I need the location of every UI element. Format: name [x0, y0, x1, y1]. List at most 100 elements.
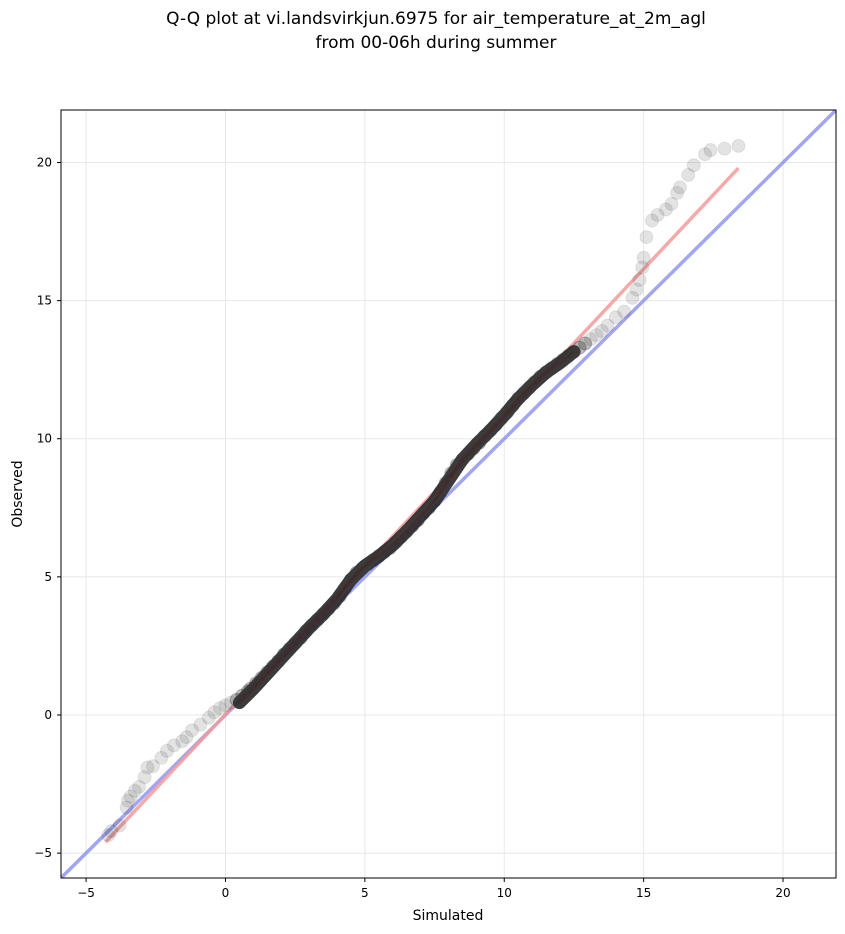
data-point: [355, 561, 370, 576]
data-point: [617, 304, 632, 319]
data-point: [123, 789, 138, 804]
data-point: [235, 688, 250, 703]
data-point: [377, 545, 392, 560]
data-point: [260, 665, 275, 680]
data-point: [388, 535, 403, 550]
data-point: [516, 386, 531, 401]
data-point: [140, 760, 155, 775]
data-point: [137, 770, 152, 785]
data-point: [533, 369, 548, 384]
y-axis-label: Observed: [10, 460, 26, 527]
data-point: [672, 180, 687, 195]
dense-quantile-core: [238, 350, 575, 704]
data-point: [145, 759, 160, 774]
data-point: [212, 701, 227, 716]
data-point: [664, 196, 679, 211]
data-point: [527, 375, 542, 390]
data-point: [399, 524, 414, 539]
data-point: [697, 147, 712, 162]
y-tick-label: 20: [37, 155, 52, 169]
data-point: [185, 723, 200, 738]
x-tick-label: −5: [77, 886, 95, 900]
x-tick-label: 0: [222, 886, 230, 900]
data-point: [444, 466, 459, 481]
data-point: [636, 250, 651, 265]
data-point: [550, 357, 565, 372]
data-point: [159, 743, 174, 758]
y-axis-ticks: −5 0 5 10 15 20: [34, 155, 61, 860]
data-point: [455, 452, 470, 467]
data-point: [382, 540, 397, 555]
data-point: [120, 793, 135, 808]
data-point: [578, 336, 593, 351]
data-point: [572, 340, 587, 355]
data-point: [472, 435, 487, 450]
data-point: [438, 475, 453, 490]
x-tick-label: 15: [636, 886, 651, 900]
data-point: [224, 695, 239, 710]
x-axis-ticks: −5 0 5 10 15 20: [77, 878, 791, 900]
y-tick-label: 10: [37, 432, 52, 446]
data-point: [343, 572, 358, 587]
chart-title-line-2: from 00-06h during summer: [316, 33, 557, 53]
data-point: [310, 612, 325, 627]
data-point: [594, 324, 609, 339]
data-point: [277, 647, 292, 662]
data-point: [265, 659, 280, 674]
data-point: [366, 553, 381, 568]
data-point: [522, 380, 537, 395]
data-point: [349, 565, 364, 580]
data-point: [658, 202, 673, 217]
data-point: [240, 684, 255, 699]
y-tick-label: 0: [44, 708, 52, 722]
data-point: [207, 705, 222, 720]
data-point: [316, 607, 331, 622]
data-point: [566, 344, 581, 359]
data-point: [229, 692, 244, 707]
data-point: [127, 783, 142, 798]
data-point: [282, 641, 297, 656]
data-point: [600, 318, 615, 333]
data-point: [650, 207, 665, 222]
data-point: [293, 630, 308, 645]
y-tick-label: 15: [37, 294, 52, 308]
data-point: [511, 391, 526, 406]
data-point: [104, 824, 119, 839]
data-point: [254, 670, 269, 685]
data-point: [645, 213, 660, 228]
data-point: [416, 506, 431, 521]
data-point: [304, 618, 319, 633]
data-point: [639, 230, 654, 245]
data-point: [589, 328, 604, 343]
data-point: [494, 411, 509, 426]
data-point: [405, 518, 420, 533]
data-point: [686, 158, 701, 173]
data-point: [299, 623, 314, 638]
data-point: [731, 138, 746, 153]
data-point: [218, 698, 233, 713]
grid-lines: [61, 110, 836, 878]
data-point: [466, 441, 481, 456]
data-point: [360, 557, 375, 572]
data-point: [505, 398, 520, 413]
data-point: [449, 457, 464, 472]
data-point: [371, 549, 386, 564]
data-point: [175, 734, 190, 749]
data-point: [338, 580, 353, 595]
data-point: [321, 601, 336, 616]
data-point: [483, 423, 498, 438]
data-point: [488, 417, 503, 432]
data-point: [112, 818, 127, 833]
chart-title-line-1: Q-Q plot at vi.landsvirkjun.6975 for air…: [166, 9, 706, 29]
data-point: [608, 310, 623, 325]
data-point: [394, 529, 409, 544]
data-point: [583, 332, 598, 347]
x-tick-label: 10: [497, 886, 512, 900]
data-point: [461, 446, 476, 461]
data-point: [670, 185, 685, 200]
x-tick-label: 20: [775, 886, 790, 900]
data-point: [635, 260, 650, 275]
data-point: [119, 800, 134, 815]
plot-frame: [60, 109, 837, 879]
